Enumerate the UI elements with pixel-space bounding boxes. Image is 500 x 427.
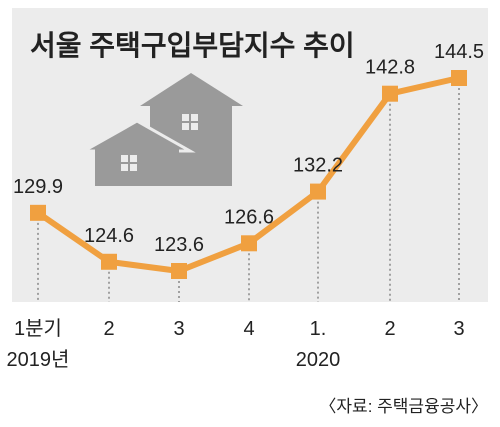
chart-title: 서울 주택구입부담지수 추이 bbox=[30, 30, 355, 61]
x-tick-label: 4 bbox=[243, 318, 254, 340]
data-label: 129.9 bbox=[13, 176, 63, 198]
data-point bbox=[30, 204, 46, 221]
data-point bbox=[382, 85, 398, 102]
x-axis-labels: 1분기 2019년 2 3 4 1. 2020 2 3 bbox=[7, 317, 465, 371]
data-point bbox=[241, 235, 257, 252]
house-icon bbox=[78, 73, 243, 186]
data-label: 124.6 bbox=[84, 225, 134, 247]
data-point bbox=[310, 183, 326, 200]
data-label: 123.6 bbox=[154, 234, 204, 256]
x-tick-label: 3 bbox=[173, 318, 184, 340]
x-tick-label: 1분기 bbox=[14, 317, 62, 340]
x-tick-label: 2 bbox=[103, 318, 114, 340]
data-point bbox=[451, 70, 467, 86]
data-label: 142.8 bbox=[365, 57, 415, 79]
x-tick-label: 1. bbox=[310, 318, 327, 340]
markers bbox=[30, 70, 467, 279]
source-note: 〈자료: 주택금융공사〉 bbox=[319, 397, 488, 416]
data-label: 132.2 bbox=[293, 155, 343, 177]
data-point bbox=[101, 253, 117, 270]
data-point bbox=[171, 263, 187, 279]
value-labels: 129.9 124.6 123.6 126.6 132.2 142.8 144.5 bbox=[13, 41, 484, 256]
data-label: 126.6 bbox=[224, 206, 274, 228]
x-tick-label: 3 bbox=[453, 318, 464, 340]
x-tick-sublabel: 2020 bbox=[296, 349, 341, 371]
x-tick-label: 2 bbox=[384, 318, 395, 340]
data-label: 144.5 bbox=[434, 41, 484, 63]
x-tick-sublabel: 2019년 bbox=[7, 348, 70, 371]
